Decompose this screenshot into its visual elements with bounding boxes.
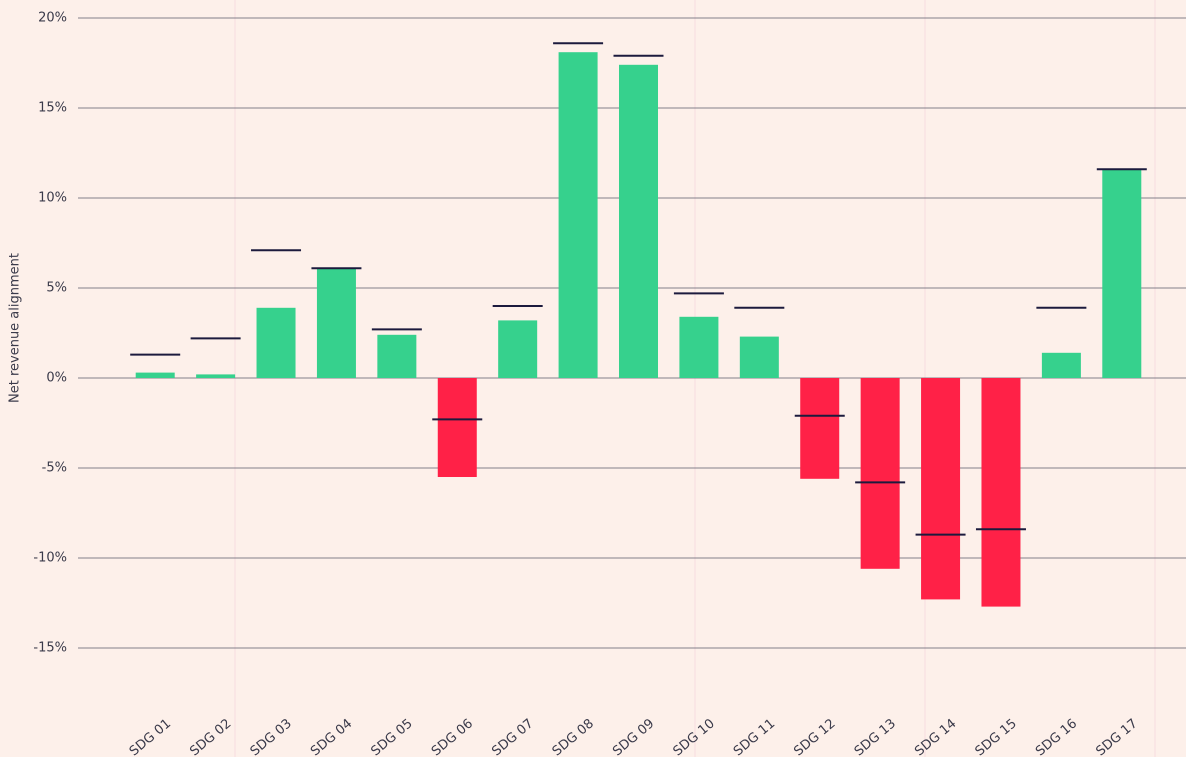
y-tick-label: -15% (33, 641, 67, 656)
bar (256, 307, 296, 378)
bar (921, 378, 961, 600)
y-tick-label: 0% (46, 371, 67, 386)
y-tick-label: -10% (33, 551, 67, 566)
bar (316, 268, 356, 378)
y-tick-label: 15% (38, 101, 67, 116)
bar (1102, 169, 1142, 378)
y-tick-label: -5% (42, 461, 67, 476)
bar (558, 52, 598, 378)
bar (800, 378, 840, 479)
bar (981, 378, 1021, 607)
y-tick-label: 10% (38, 191, 67, 206)
bar (135, 372, 175, 378)
y-tick-label: 5% (46, 281, 67, 296)
bar (498, 320, 538, 378)
bar (860, 378, 900, 569)
y-tick-label: 20% (38, 11, 67, 26)
y-axis-label: Net revenue alignment (8, 253, 23, 403)
bar (1041, 352, 1081, 378)
bar (196, 374, 236, 378)
bar (377, 334, 417, 378)
bar (679, 316, 719, 378)
bar (739, 336, 779, 378)
bar (619, 64, 658, 379)
bar (437, 378, 477, 477)
